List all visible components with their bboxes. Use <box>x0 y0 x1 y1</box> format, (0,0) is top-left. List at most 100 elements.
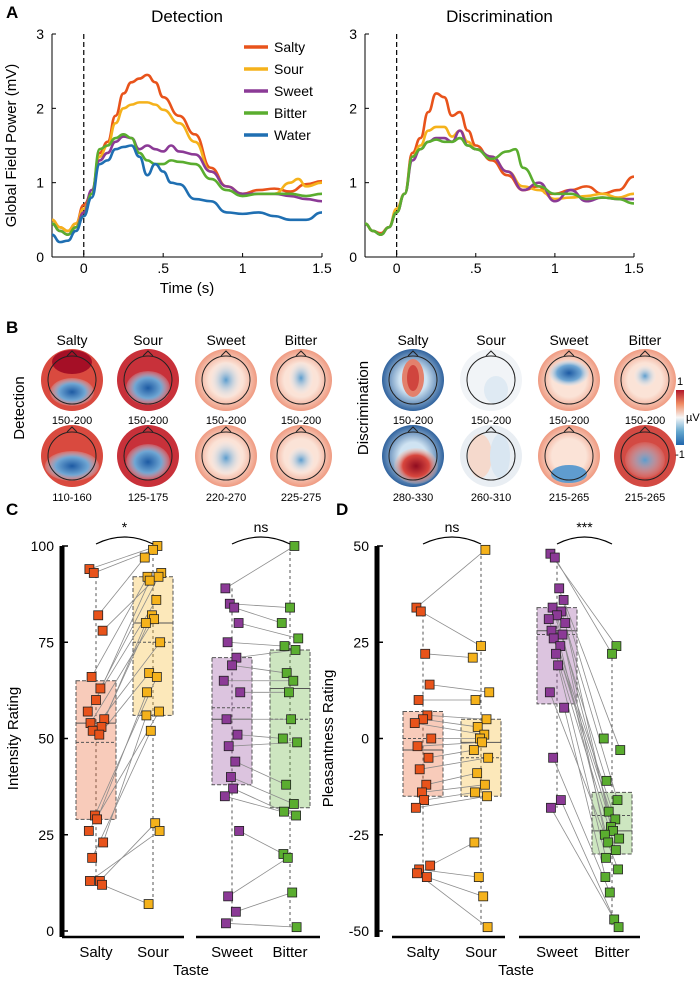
paired-line <box>89 830 160 882</box>
point-bitter <box>287 887 298 898</box>
topo-dis-sweet-2 <box>538 425 600 487</box>
point-sweet <box>543 614 554 625</box>
chart-title: Detection <box>151 7 223 26</box>
point-sweet <box>555 795 566 805</box>
point-sweet <box>228 783 239 794</box>
point-sweet <box>558 595 569 605</box>
det-col-sweet: Sweet <box>207 332 246 348</box>
paired-line <box>227 641 285 647</box>
point-bitter <box>610 845 621 856</box>
paired-line <box>557 665 607 858</box>
point-sour <box>477 737 488 748</box>
point-bitter <box>615 745 626 755</box>
paired-line <box>97 557 146 616</box>
paired-line <box>426 876 484 897</box>
x-tick-label: 0 <box>80 260 88 276</box>
point-bitter <box>613 864 623 875</box>
topo-dis-salty-1 <box>382 349 444 411</box>
y-axis-label: Global Field Power (mV) <box>3 64 20 227</box>
point-sweet <box>557 629 568 640</box>
y-tick-label: 50 <box>38 731 54 747</box>
point-salty <box>95 683 106 694</box>
x-tick-label-sour: Sour <box>137 944 169 961</box>
point-sweet <box>233 618 244 628</box>
x-axis-label: Taste <box>498 962 534 979</box>
significance-label: ns <box>254 519 269 535</box>
significance-bracket <box>231 536 291 545</box>
x-tick-label: 1 <box>551 260 559 276</box>
point-salty <box>419 795 430 805</box>
point-salty <box>412 741 423 752</box>
point-bitter <box>604 887 615 898</box>
series-line-sour <box>51 101 323 233</box>
x-tick-label: 1.5 <box>624 260 644 276</box>
point-sour <box>142 687 152 698</box>
x-axis-label: Time (s) <box>160 280 214 297</box>
point-sweet <box>560 618 571 628</box>
paired-line <box>426 772 478 786</box>
x-tick-label-salty: Salty <box>79 944 113 961</box>
point-sweet <box>549 552 560 563</box>
win-det-sour-2: 125-175 <box>128 492 168 504</box>
significance-label: *** <box>576 519 593 535</box>
point-bitter <box>291 810 301 821</box>
y-tick-label: -50 <box>349 923 369 939</box>
point-sour <box>467 652 478 663</box>
point-sweet <box>223 891 234 902</box>
point-bitter <box>598 733 609 744</box>
point-bitter <box>600 872 611 882</box>
point-sour <box>478 891 489 902</box>
series-line-sweet <box>51 135 323 236</box>
win-det-sweet-1: 150-200 <box>206 415 246 427</box>
paired-line <box>550 807 619 928</box>
paired-line <box>95 580 151 701</box>
paired-line <box>419 869 479 878</box>
topo-dis-salty-2 <box>382 425 444 487</box>
point-sour <box>482 791 492 802</box>
panel-label-b: B <box>6 318 18 337</box>
paired-line <box>563 599 621 751</box>
point-sweet <box>234 826 245 836</box>
dis-col-bitter: Bitter <box>629 332 662 348</box>
topo-det-salty-1 <box>41 349 103 411</box>
point-salty <box>92 814 102 825</box>
paired-line <box>554 557 613 655</box>
dis-col-salty: Salty <box>397 332 428 348</box>
significance-label: ns <box>445 519 460 535</box>
point-salty <box>91 695 101 705</box>
paired-line <box>225 545 295 589</box>
point-salty <box>418 714 428 725</box>
point-sour <box>470 787 480 798</box>
paired-line <box>422 718 478 728</box>
point-sour <box>472 768 483 779</box>
paired-line <box>417 741 483 747</box>
paired-line <box>424 792 476 801</box>
x-tick-label: 1 <box>239 260 247 276</box>
paired-line <box>90 618 155 724</box>
topo-dis-bitter-2 <box>614 425 676 487</box>
y-tick-label: 1 <box>349 175 357 191</box>
intensity-rating-plot: 0 25 50 75 100 Intensity Rating Salty Sour Sweet… <box>5 519 320 979</box>
gfp-detection-plot: Detection 0 1 2 3 0 .5 1 1.5 Global Field Power (… <box>3 7 332 297</box>
point-sour <box>154 826 165 836</box>
point-bitter <box>279 806 289 817</box>
point-sour <box>483 752 494 763</box>
point-salty <box>85 876 95 886</box>
paired-line <box>236 649 296 659</box>
series-line-bitter <box>364 136 635 236</box>
x-tick-label-sweet: Sweet <box>211 944 254 961</box>
paired-line <box>427 715 487 720</box>
paired-line <box>562 634 606 835</box>
point-bitter <box>601 852 611 863</box>
point-sweet <box>230 756 241 767</box>
paired-line <box>231 664 287 674</box>
win-det-salty-2: 110-160 <box>52 492 92 504</box>
pleasantness-rating-plot: -50 -25 0 25 50 Pleasantness Rating Salty Sour S… <box>320 519 640 979</box>
point-bitter <box>286 714 297 725</box>
paired-line <box>420 611 482 647</box>
legend-label-water: Water <box>274 127 311 143</box>
point-sweet <box>548 752 559 763</box>
point-sweet <box>221 918 231 929</box>
topo-det-salty-2 <box>41 425 103 487</box>
